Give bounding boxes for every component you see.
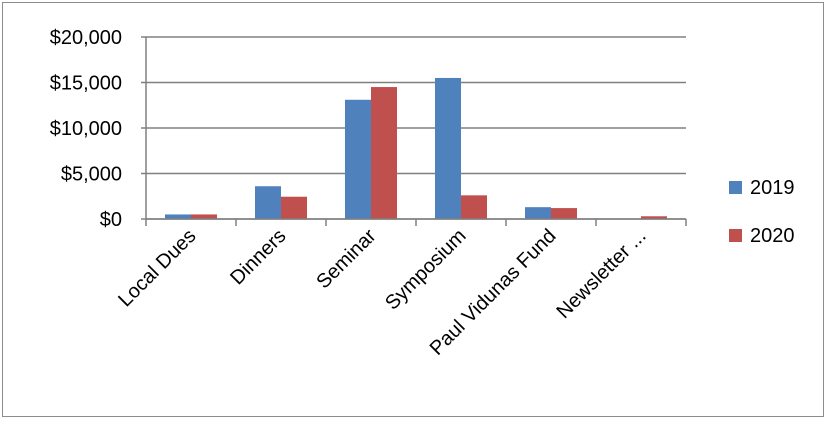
bar-2020 <box>641 216 667 219</box>
y-tick-label: $10,000 <box>50 118 122 140</box>
x-tick-label: Newsletter ... <box>552 225 650 323</box>
x-tick-label: Local Dues <box>114 225 200 311</box>
y-tick-label: $15,000 <box>50 73 122 95</box>
bar-2019 <box>345 99 371 219</box>
y-tick-label: $0 <box>100 209 122 231</box>
bar-2019 <box>255 186 281 219</box>
legend-swatch <box>729 229 742 242</box>
x-tick-label: Symposium <box>381 225 470 314</box>
bar-2019 <box>165 214 191 219</box>
bar-2020 <box>281 196 307 219</box>
x-tick-label: Dinners <box>226 225 290 289</box>
legend-swatch <box>729 181 742 194</box>
bar-2020 <box>461 195 487 219</box>
bar-2019 <box>525 207 551 219</box>
x-tick-label: Seminar <box>312 225 380 293</box>
bar-2020 <box>371 87 397 219</box>
legend-label: 2020 <box>750 225 795 247</box>
bar-2020 <box>551 208 577 219</box>
y-tick-label: $5,000 <box>61 164 122 186</box>
y-tick-label: $20,000 <box>50 27 122 49</box>
legend-label: 2019 <box>750 177 795 199</box>
bar-2020 <box>191 214 217 219</box>
bar-2019 <box>435 77 461 219</box>
bar-chart: $0 $5,000 $10,000 $15,000 $20,000 Local Dues D… <box>50 27 795 360</box>
